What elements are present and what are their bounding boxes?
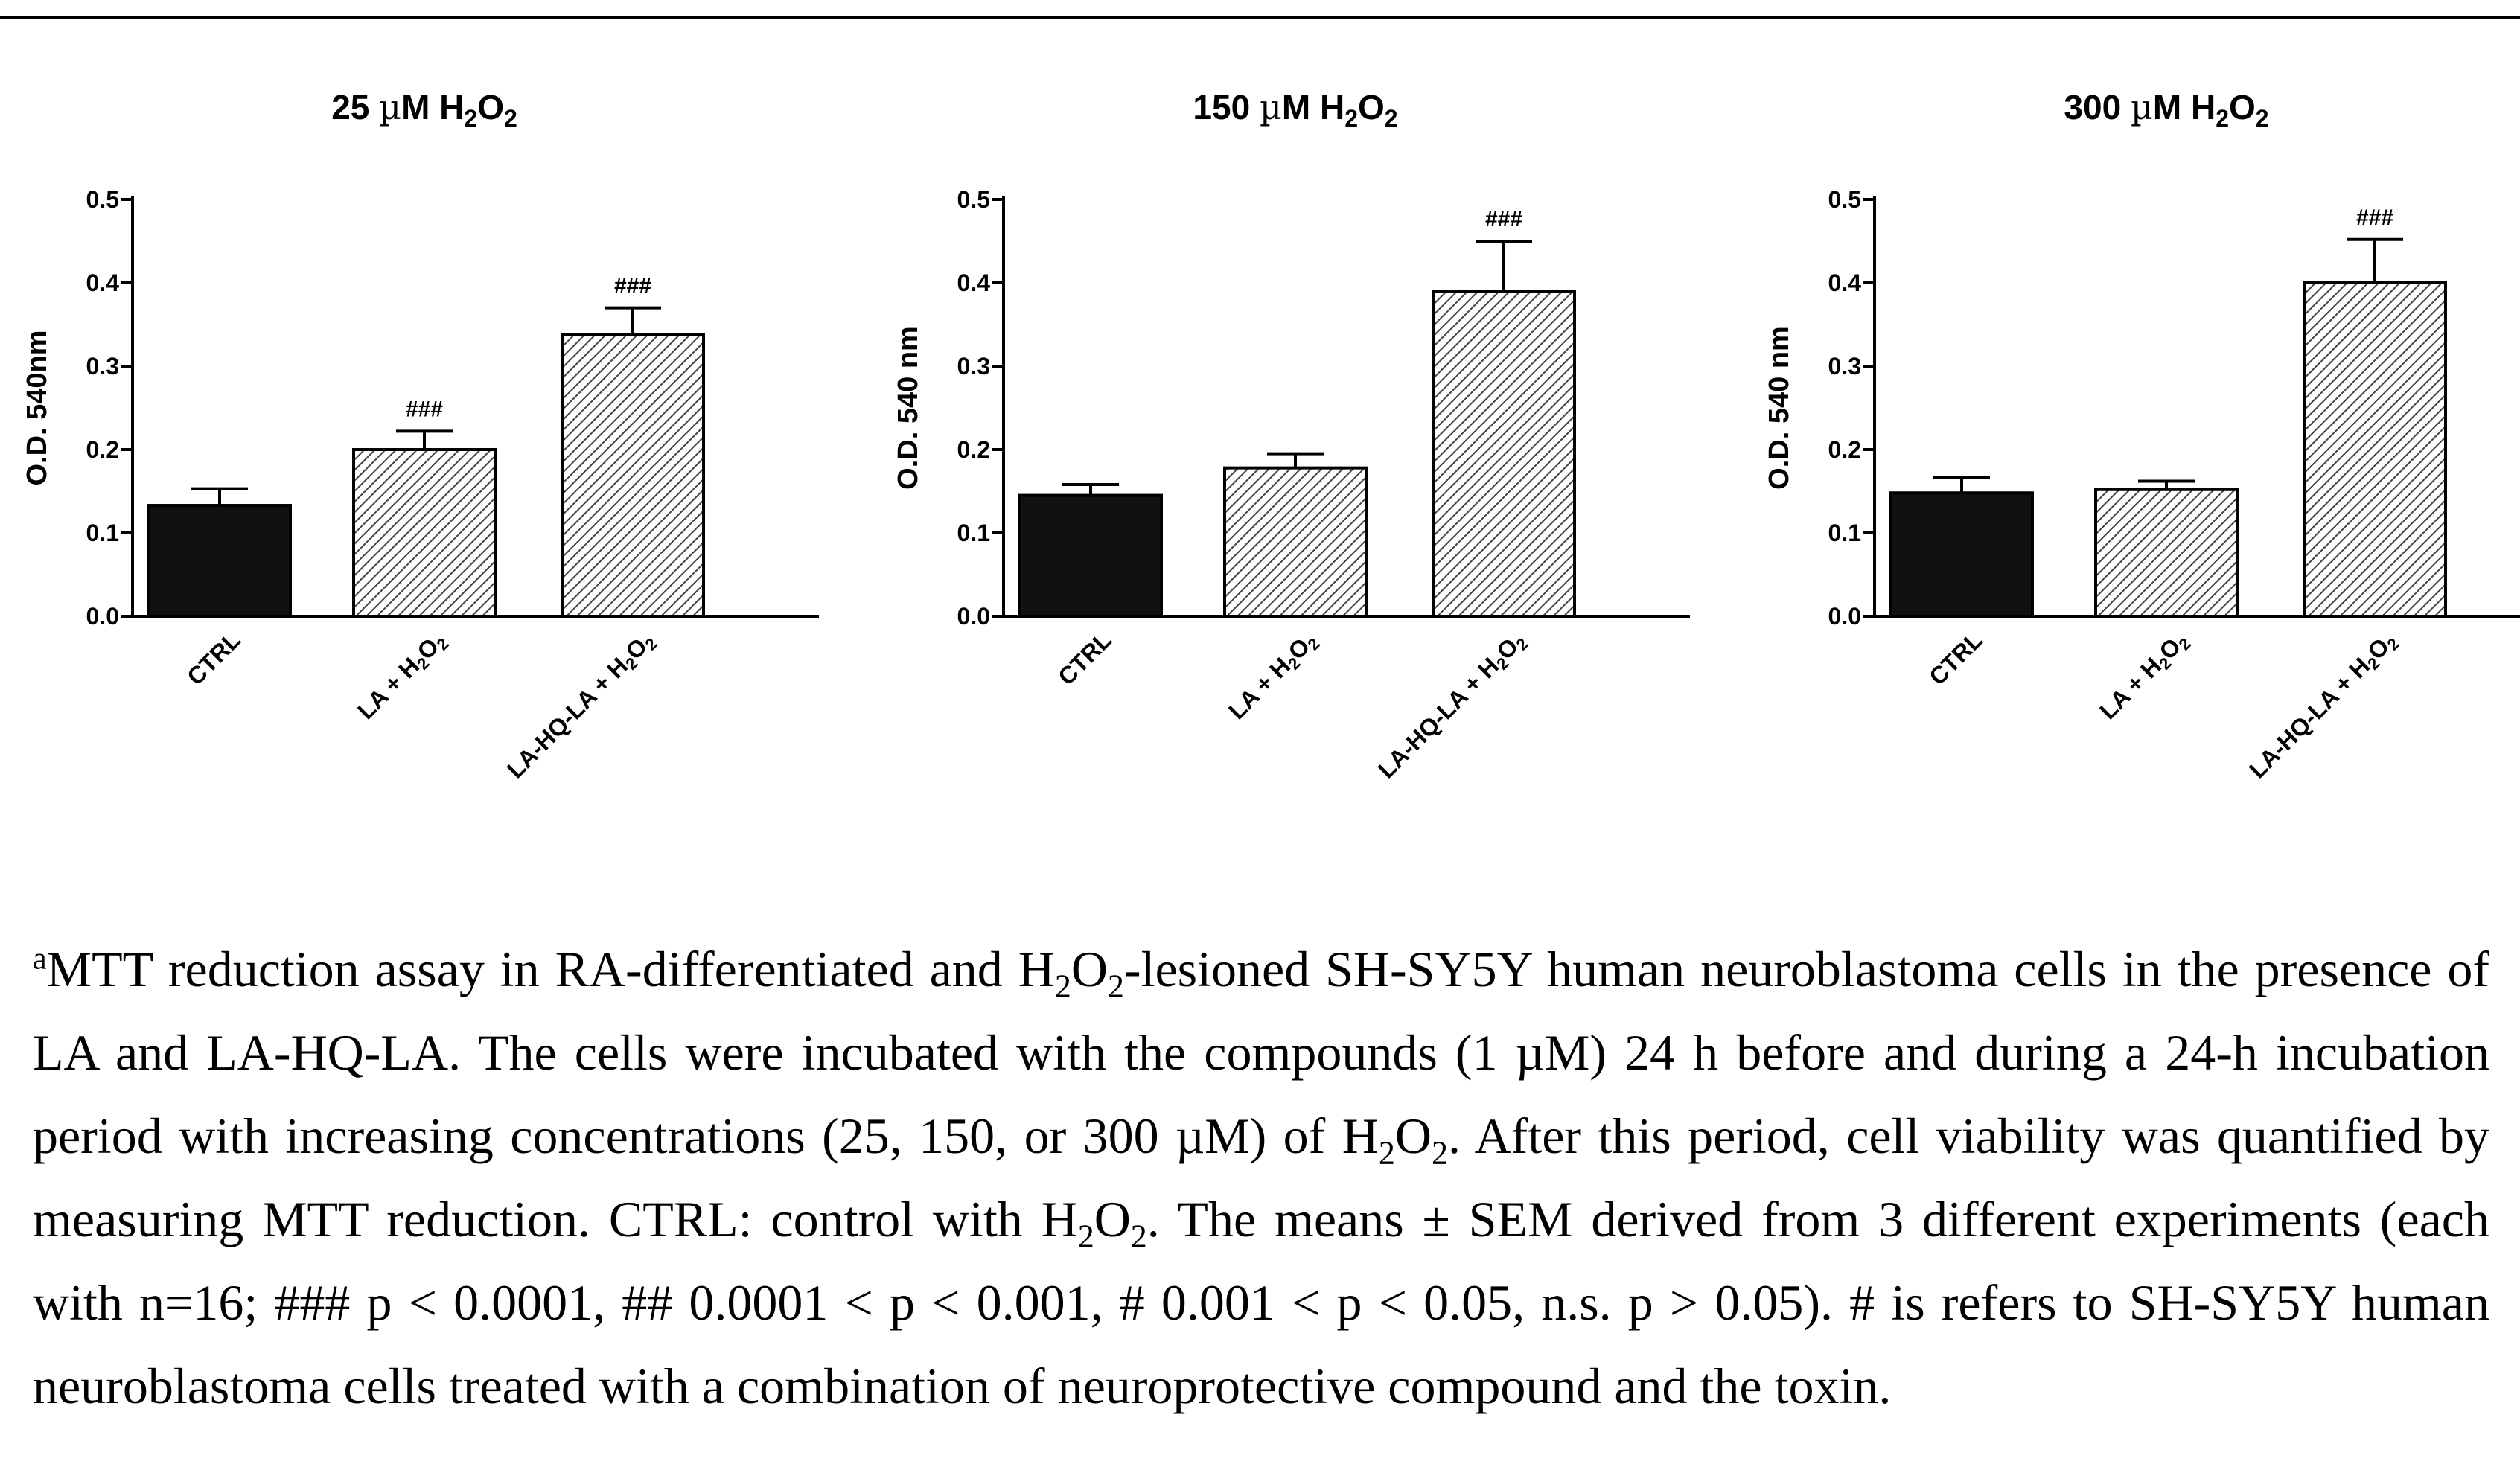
category-label: LA-HQ-LA + H2O2 (502, 626, 661, 785)
caption-text-7: . The means ± SEM derived from 3 differe… (33, 1191, 2489, 1414)
y-tick-label: 0.3 (957, 353, 990, 380)
chart-panel-300uM: 300 µM H2O2 0.0 0.1 0.2 0.3 0.4 0.5 O.D. 540 nm… (1742, 45, 2520, 848)
caption-text-6: O (1094, 1191, 1131, 1247)
category-label: CTRL (1053, 626, 1117, 690)
bar (1432, 290, 1576, 618)
y-axis-label: O.D. 540 nm (1764, 326, 1795, 490)
bar (1018, 493, 1163, 618)
bar (147, 504, 292, 618)
chart-title: 150 µM H2O2 (1193, 87, 1397, 132)
y-tick-label: 0.2 (1828, 436, 1861, 463)
caption-marker: a (33, 942, 47, 977)
chart-title: 25 µM H2O2 (331, 87, 517, 132)
bar (352, 448, 497, 618)
caption-text-5: . After this period, cell viability was … (33, 1108, 2489, 1247)
category-label: LA + H2O2 (2094, 626, 2195, 726)
bar (561, 333, 705, 618)
category-label: LA-HQ-LA + H2O2 (1373, 626, 1532, 785)
y-tick-label: 0.2 (957, 436, 990, 463)
y-tick-label: 0.3 (1828, 353, 1861, 380)
y-tick-label: 0.0 (1828, 603, 1861, 630)
figure-caption: aMTT reduction assay in RA-differentiate… (33, 927, 2489, 1428)
significance-label: ### (2356, 205, 2393, 230)
y-tick-label: 0.5 (86, 186, 119, 213)
chart-panel-150uM: 150 µM H2O2 0.0 0.1 0.2 0.3 0.4 0.5 O.D. 540 nm… (871, 45, 1690, 848)
y-tick-label: 0.2 (86, 436, 119, 463)
category-label: LA-HQ-LA + H2O2 (2244, 626, 2403, 785)
y-tick-label: 0.1 (1828, 520, 1861, 546)
y-tick-label: 0.3 (86, 353, 119, 380)
caption-sub-5: 2 (1077, 1218, 1094, 1255)
y-tick-label: 0.4 (86, 269, 120, 296)
chart-svg-150uM: 150 µM H2O2 0.0 0.1 0.2 0.3 0.4 0.5 O.D. 540 nm… (893, 87, 1690, 785)
caption-text-3: -lesioned SH-SY5Y human neuroblastoma ce… (33, 941, 2490, 1164)
y-tick-label: 0.0 (957, 603, 990, 630)
caption-text-1: MTT reduction assay in RA-differentiated… (46, 941, 1055, 997)
significance-label: ### (1485, 207, 1522, 231)
caption-sub-3: 2 (1378, 1134, 1395, 1172)
y-axis-label: O.D. 540 nm (893, 326, 924, 490)
y-tick-label: 0.4 (1828, 269, 1862, 296)
chart-svg-25uM: 25 µM H2O2 0.0 0.1 0.2 0.3 0.4 0.5 O.D. 540nm CT… (22, 87, 819, 785)
y-tick-label: 0.5 (957, 186, 990, 213)
caption-text-4: O (1394, 1108, 1432, 1164)
category-label: CTRL (1924, 626, 1988, 690)
category-label: LA + H2O2 (352, 626, 453, 726)
y-tick-label: 0.5 (1828, 186, 1861, 213)
caption-sub-6: 2 (1130, 1218, 1147, 1255)
chart-title: 300 µM H2O2 (2064, 87, 2268, 132)
significance-label: ### (614, 274, 651, 298)
y-tick-label: 0.0 (86, 603, 119, 630)
y-tick-label: 0.1 (86, 520, 119, 546)
caption-sub-1: 2 (1054, 968, 1071, 1005)
top-rule (0, 16, 2520, 19)
y-tick-label: 0.4 (957, 269, 991, 296)
y-tick-label: 0.1 (957, 520, 990, 546)
category-label: CTRL (182, 626, 246, 690)
bar (1223, 466, 1368, 619)
significance-label: ### (406, 397, 443, 421)
chart-panel-25uM: 25 µM H2O2 0.0 0.1 0.2 0.3 0.4 0.5 O.D. 540nm CT… (0, 45, 819, 848)
caption-sub-4: 2 (1431, 1134, 1448, 1172)
caption-sub-2: 2 (1107, 968, 1124, 1005)
bar (2094, 488, 2239, 619)
category-label: LA + H2O2 (1223, 626, 1324, 726)
caption-text-2: O (1071, 941, 1108, 997)
chart-svg-300uM: 300 µM H2O2 0.0 0.1 0.2 0.3 0.4 0.5 O.D. 540 nm… (1764, 87, 2520, 785)
y-axis-label: O.D. 540nm (22, 330, 53, 485)
bar (1889, 491, 2034, 618)
bar (2303, 281, 2447, 618)
